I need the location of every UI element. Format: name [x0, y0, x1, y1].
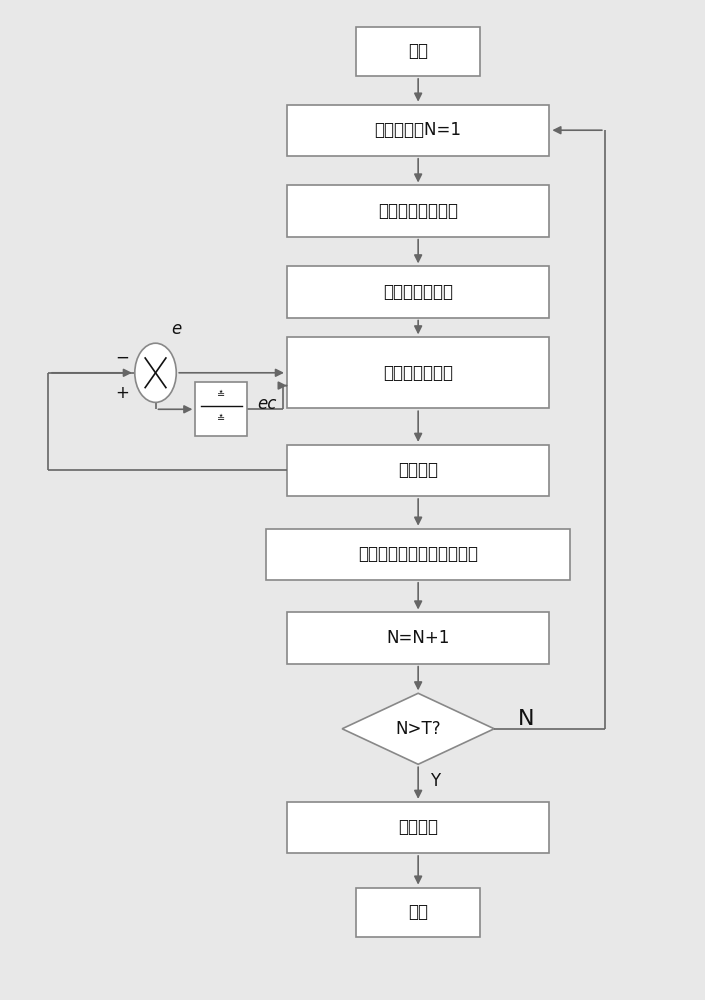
Text: N=N+1: N=N+1	[386, 629, 450, 647]
Text: 计算适应度，控制品质评价: 计算适应度，控制品质评价	[358, 545, 478, 563]
Bar	[287, 802, 549, 853]
Bar	[287, 266, 549, 318]
Text: 控制对象: 控制对象	[398, 461, 438, 479]
Polygon shape	[342, 693, 494, 764]
Bar	[287, 445, 549, 496]
Text: 最优参数: 最优参数	[398, 818, 438, 836]
Bar	[287, 337, 549, 408]
Text: e: e	[171, 320, 181, 338]
Text: 解码得出参数值: 解码得出参数值	[383, 283, 453, 301]
Text: N: N	[518, 709, 535, 729]
Text: +: +	[116, 384, 129, 402]
Bar	[356, 27, 480, 76]
Circle shape	[135, 343, 176, 402]
Text: −: −	[116, 349, 129, 367]
Text: 模糊控制查询表: 模糊控制查询表	[383, 364, 453, 382]
Text: 生成种群，N=1: 生成种群，N=1	[374, 121, 462, 139]
Bar	[287, 105, 549, 156]
Text: ec: ec	[257, 395, 277, 413]
Bar	[195, 382, 247, 436]
Text: 选择、交叉、变异: 选择、交叉、变异	[378, 202, 458, 220]
Bar	[266, 529, 570, 580]
Text: 结束: 结束	[408, 903, 428, 921]
Text: 开始: 开始	[408, 42, 428, 60]
Text: N>T?: N>T?	[396, 720, 441, 738]
Bar	[356, 888, 480, 937]
Bar	[287, 612, 549, 664]
Text: ≛: ≛	[217, 414, 226, 424]
Text: Y: Y	[430, 772, 441, 790]
Text: ≛: ≛	[217, 390, 226, 400]
Bar	[287, 185, 549, 237]
